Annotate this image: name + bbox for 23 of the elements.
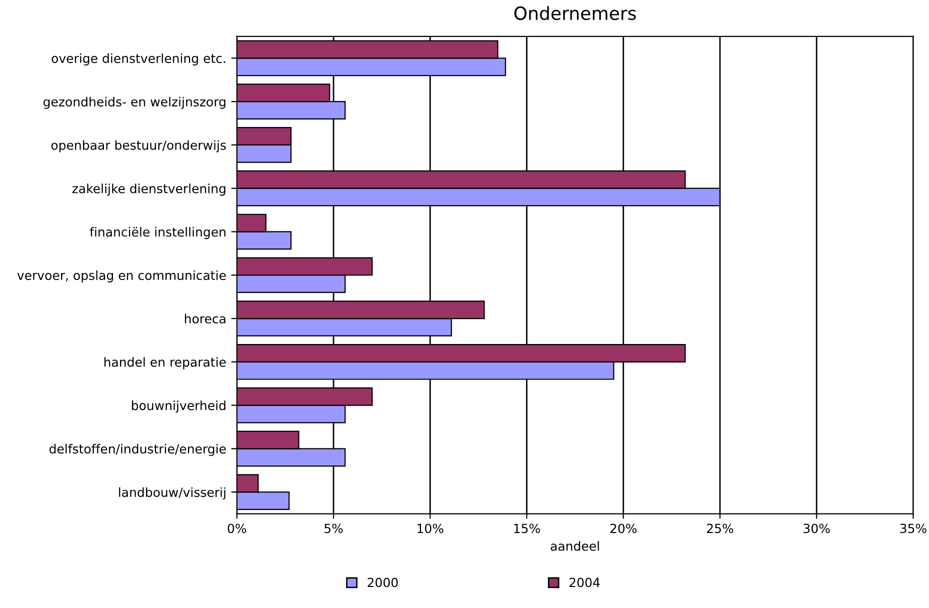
y-tick-label: gezondheids- en welzijnszorg: [43, 96, 226, 109]
y-tick-label: openbaar bestuur/onderwijs: [51, 140, 226, 152]
x-tick-label: 5%: [324, 524, 343, 534]
y-tick-label: zakelijke dienstverlening: [72, 184, 226, 196]
x-tick-label: 30%: [804, 524, 830, 534]
legend-label: 2004: [570, 578, 600, 588]
chart-title: Ondernemers: [514, 6, 636, 20]
x-tick-label: 10%: [418, 524, 444, 534]
y-tick-label: financiële instellingen: [90, 226, 226, 240]
legend-label: 2000: [368, 578, 398, 588]
y-tick-label: landbouw/visserij: [119, 487, 226, 500]
y-tick-label: bouwnijverheid: [132, 400, 226, 413]
x-tick-label: 20%: [610, 524, 637, 534]
y-tick-label: handel en reparatie: [104, 357, 226, 370]
y-tick-label: vervoer, opslag en communicatie: [17, 270, 226, 282]
y-tick-label: horeca: [184, 314, 226, 324]
x-tick-label: 25%: [707, 524, 734, 534]
x-tick-label: 15%: [514, 524, 540, 534]
x-tick-label: 0%: [228, 524, 246, 534]
y-tick-label: overige dienstverlening etc.: [52, 53, 226, 66]
x-tick-label: 35%: [900, 524, 926, 534]
x-axis-title: aandeel: [550, 541, 599, 551]
y-tick-label: delfstoffen/industrie/energie: [49, 444, 226, 456]
